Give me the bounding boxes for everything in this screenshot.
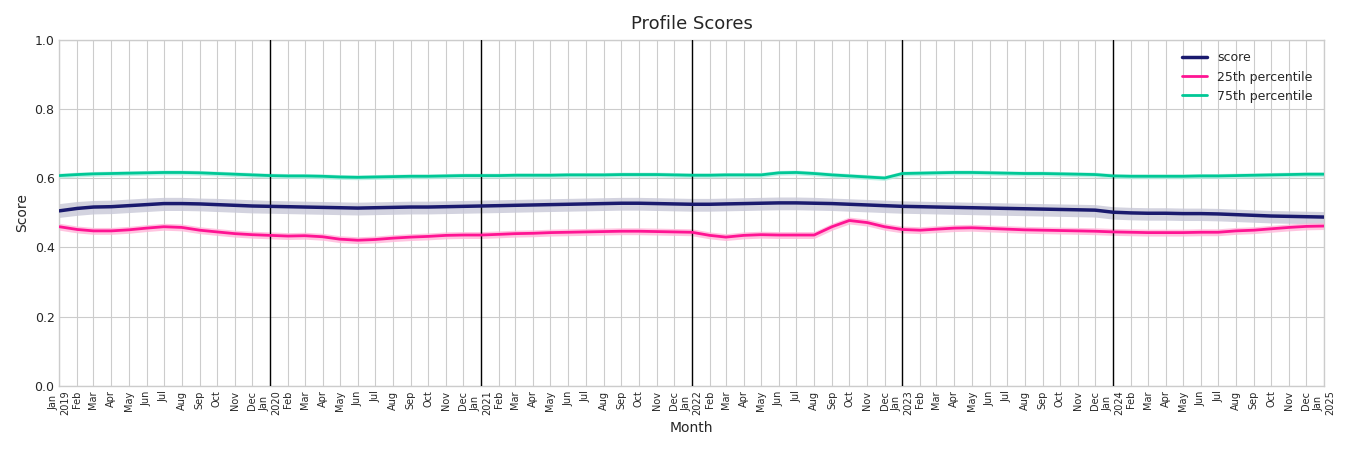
- Legend: score, 25th percentile, 75th percentile: score, 25th percentile, 75th percentile: [1177, 46, 1318, 108]
- X-axis label: Month: Month: [670, 421, 714, 435]
- Y-axis label: Score: Score: [15, 194, 28, 232]
- Line: 25th percentile: 25th percentile: [59, 220, 1324, 240]
- Title: Profile Scores: Profile Scores: [630, 15, 753, 33]
- Line: 75th percentile: 75th percentile: [59, 172, 1324, 178]
- Line: score: score: [59, 203, 1324, 217]
